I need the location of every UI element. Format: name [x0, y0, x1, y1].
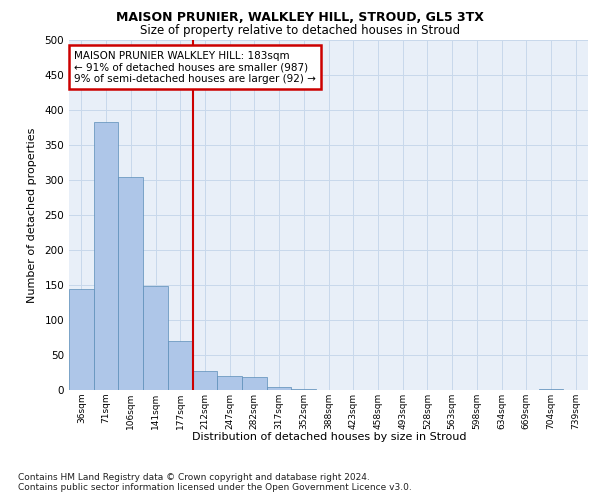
Bar	[267, 386, 292, 390]
Text: Contains HM Land Registry data © Crown copyright and database right 2024.
Contai: Contains HM Land Registry data © Crown c…	[18, 472, 412, 492]
Bar	[143, 286, 168, 390]
Bar	[168, 341, 193, 390]
Bar	[217, 376, 242, 390]
Text: MAISON PRUNIER WALKLEY HILL: 183sqm
← 91% of detached houses are smaller (987)
9: MAISON PRUNIER WALKLEY HILL: 183sqm ← 91…	[74, 50, 316, 84]
Y-axis label: Number of detached properties: Number of detached properties	[28, 128, 37, 302]
Bar	[69, 288, 94, 390]
Bar	[193, 371, 217, 390]
Text: Size of property relative to detached houses in Stroud: Size of property relative to detached ho…	[140, 24, 460, 37]
Bar	[118, 176, 143, 390]
Text: Distribution of detached houses by size in Stroud: Distribution of detached houses by size …	[191, 432, 466, 442]
Bar	[94, 122, 118, 390]
Bar	[242, 378, 267, 390]
Text: MAISON PRUNIER, WALKLEY HILL, STROUD, GL5 3TX: MAISON PRUNIER, WALKLEY HILL, STROUD, GL…	[116, 11, 484, 24]
